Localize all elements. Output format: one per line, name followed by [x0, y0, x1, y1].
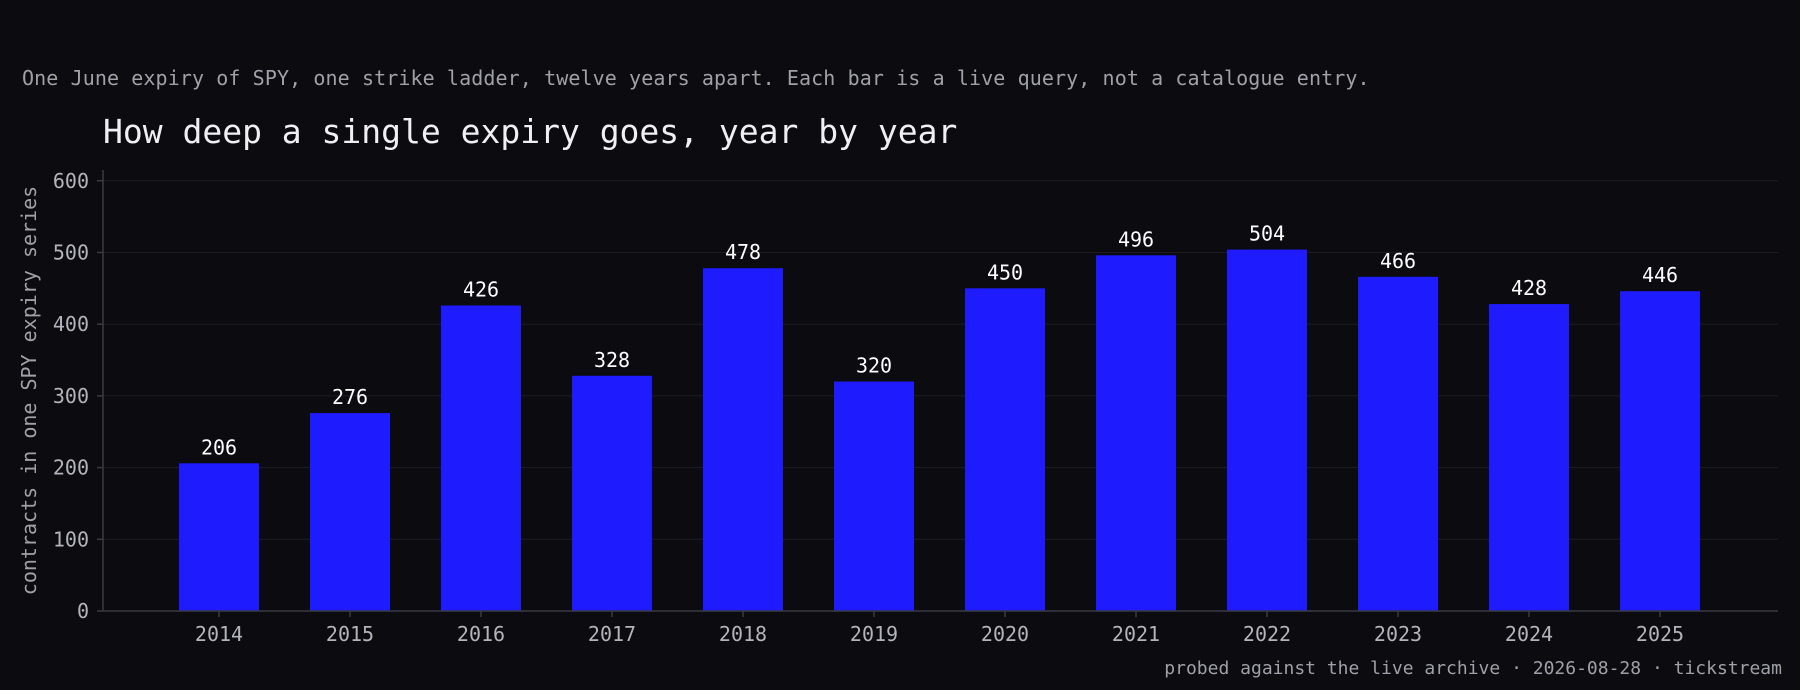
value-label-2025: 446 — [1642, 263, 1678, 287]
bar-2015 — [310, 413, 390, 611]
y-tick-label: 0 — [77, 599, 89, 623]
value-label-2023: 466 — [1380, 249, 1416, 273]
y-tick-label: 400 — [53, 312, 89, 336]
bar-2023 — [1358, 276, 1438, 611]
x-tick-label-2024: 2024 — [1505, 622, 1553, 646]
y-tick-label: 200 — [53, 456, 89, 480]
footer-note: probed against the live archive · 2026-0… — [1164, 658, 1782, 679]
x-tick-label-2021: 2021 — [1112, 622, 1160, 646]
bar-2014 — [179, 463, 259, 611]
axes — [102, 170, 1778, 612]
value-label-2015: 276 — [332, 385, 368, 409]
bar-2020 — [965, 288, 1045, 611]
bar-2024 — [1489, 304, 1569, 611]
y-tick-labels: 0 100 200 300 400 500 600 — [53, 169, 103, 623]
bars — [179, 249, 1700, 611]
x-tick-label-2025: 2025 — [1636, 622, 1684, 646]
y-tick-label: 100 — [53, 527, 89, 551]
bar-2021 — [1096, 255, 1176, 611]
x-tick-label-2014: 2014 — [195, 622, 243, 646]
x-tick-label-2015: 2015 — [326, 622, 374, 646]
y-tick-label: 300 — [53, 384, 89, 408]
x-tick-label-2018: 2018 — [719, 622, 767, 646]
chart-subtitle: One June expiry of SPY, one strike ladde… — [22, 66, 1370, 90]
chart-title: How deep a single expiry goes, year by y… — [103, 112, 958, 151]
x-tick-label-2017: 2017 — [588, 622, 636, 646]
bar-2018 — [703, 268, 783, 611]
value-label-2020: 450 — [987, 260, 1023, 284]
x-tick-label-2020: 2020 — [981, 622, 1029, 646]
value-label-2018: 478 — [725, 240, 761, 264]
value-label-2021: 496 — [1118, 227, 1154, 251]
x-tick-labels: 2014 2015 2016 2017 2018 2019 2020 2021 2022 2023… — [195, 611, 1684, 646]
bar-2022 — [1227, 249, 1307, 611]
x-tick-label-2023: 2023 — [1374, 622, 1422, 646]
bar-2016 — [441, 305, 521, 611]
y-axis-title: contracts in one SPY expiry series — [17, 186, 41, 595]
bar-2025 — [1620, 291, 1700, 611]
x-tick-label-2016: 2016 — [457, 622, 505, 646]
bar-2017 — [572, 375, 652, 611]
y-tick-label: 500 — [53, 240, 89, 264]
y-tick-label: 600 — [53, 169, 89, 193]
value-label-2024: 428 — [1511, 276, 1547, 300]
value-label-2019: 320 — [856, 354, 892, 378]
value-label-2016: 426 — [463, 278, 499, 302]
value-label-2014: 206 — [201, 435, 237, 459]
value-label-2017: 328 — [594, 348, 630, 372]
bar-2019 — [834, 381, 914, 611]
x-tick-label-2022: 2022 — [1243, 622, 1291, 646]
x-tick-label-2019: 2019 — [850, 622, 898, 646]
value-label-2022: 504 — [1249, 222, 1285, 246]
value-labels: 206 276 426 328 478 320 450 496 504 466 428 446 — [201, 222, 1678, 460]
